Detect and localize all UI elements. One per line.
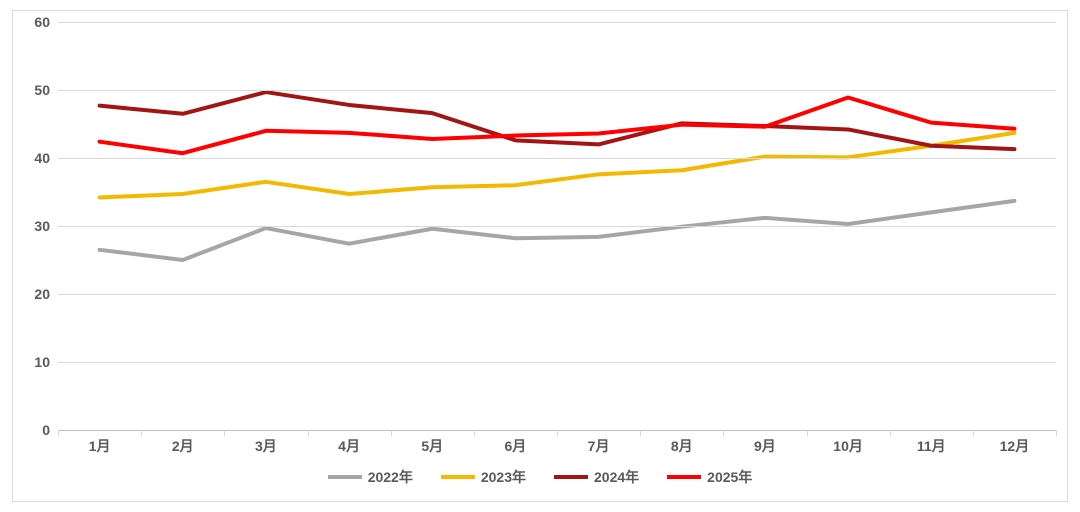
series-line	[100, 97, 1015, 153]
legend-swatch	[667, 475, 701, 479]
legend-label: 2025年	[707, 467, 752, 487]
y-tick-label: 40	[34, 150, 58, 166]
x-tick-label: 2月	[172, 430, 194, 456]
x-tick-mark	[890, 430, 891, 436]
plot-area: 01020304050601月2月3月4月5月6月7月8月9月10月11月12月	[58, 22, 1056, 430]
x-tick-mark	[640, 430, 641, 436]
x-tick-mark	[1056, 430, 1057, 436]
x-tick-mark	[723, 430, 724, 436]
legend-item: 2023年	[441, 467, 526, 487]
x-tick-mark	[308, 430, 309, 436]
legend-swatch	[328, 475, 362, 479]
y-tick-label: 20	[34, 286, 58, 302]
gridline	[58, 226, 1056, 227]
x-tick-mark	[474, 430, 475, 436]
gridline	[58, 22, 1056, 23]
y-tick-label: 60	[34, 14, 58, 30]
legend-label: 2022年	[368, 467, 413, 487]
legend: 2022年 2023年 2024年 2025年	[0, 466, 1080, 487]
x-tick-label: 9月	[754, 430, 776, 456]
x-tick-mark	[58, 430, 59, 436]
x-tick-mark	[973, 430, 974, 436]
x-tick-label: 3月	[255, 430, 277, 456]
legend-swatch	[554, 475, 588, 479]
x-tick-mark	[807, 430, 808, 436]
y-tick-label: 10	[34, 354, 58, 370]
x-tick-label: 7月	[588, 430, 610, 456]
x-tick-mark	[391, 430, 392, 436]
gridline	[58, 90, 1056, 91]
x-tick-mark	[557, 430, 558, 436]
legend-label: 2023年	[481, 467, 526, 487]
y-tick-label: 30	[34, 218, 58, 234]
y-tick-label: 50	[34, 82, 58, 98]
x-tick-label: 12月	[1000, 430, 1030, 456]
x-tick-mark	[224, 430, 225, 436]
legend-item: 2022年	[328, 467, 413, 487]
x-tick-label: 6月	[505, 430, 527, 456]
gridline	[58, 294, 1056, 295]
legend-item: 2025年	[667, 467, 752, 487]
x-tick-mark	[141, 430, 142, 436]
x-tick-label: 11月	[917, 430, 946, 456]
legend-item: 2024年	[554, 467, 639, 487]
legend-label: 2024年	[594, 467, 639, 487]
series-line	[100, 201, 1015, 260]
x-tick-label: 4月	[338, 430, 360, 456]
x-tick-label: 1月	[89, 430, 111, 456]
legend-swatch	[441, 475, 475, 479]
x-tick-label: 5月	[421, 430, 443, 456]
gridline	[58, 362, 1056, 363]
y-tick-label: 0	[42, 422, 58, 438]
x-tick-label: 10月	[833, 430, 863, 456]
gridline	[58, 158, 1056, 159]
x-tick-label: 8月	[671, 430, 693, 456]
